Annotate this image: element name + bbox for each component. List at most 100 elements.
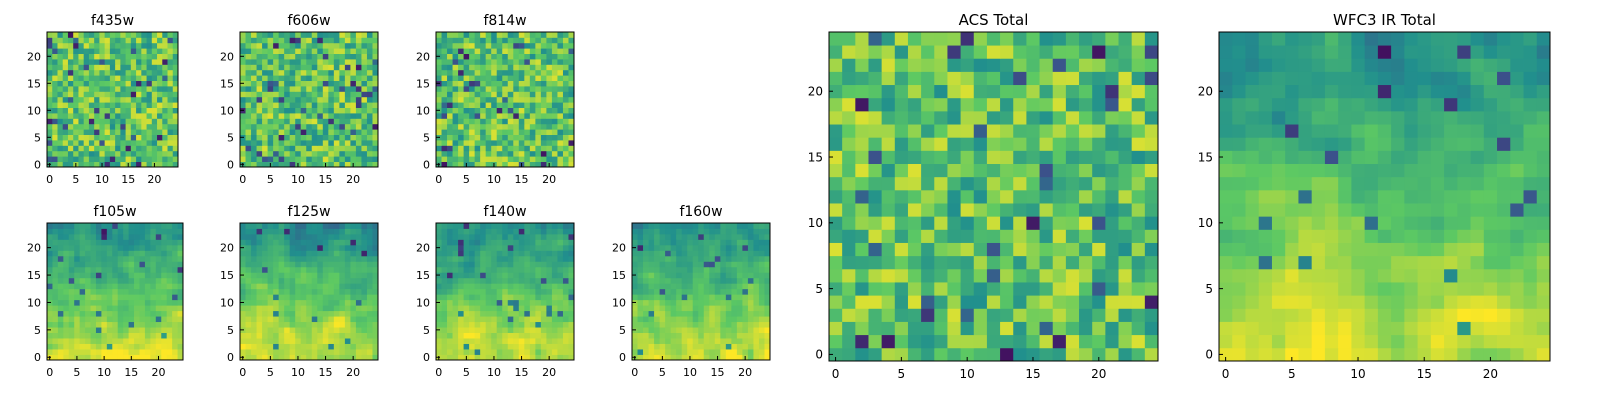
heatmap-cell bbox=[161, 327, 168, 333]
heatmap-cell bbox=[659, 239, 666, 246]
heatmap-cell bbox=[139, 327, 146, 333]
heatmap-cell bbox=[123, 332, 129, 339]
heatmap-cell bbox=[130, 64, 137, 71]
heatmap-cell bbox=[311, 161, 318, 168]
heatmap-cell bbox=[725, 277, 732, 284]
heatmap-cell bbox=[551, 37, 558, 44]
heatmap-cell bbox=[52, 349, 59, 355]
heatmap-cell bbox=[1092, 229, 1106, 243]
heatmap-cell bbox=[725, 244, 732, 251]
heatmap-cell bbox=[535, 134, 542, 141]
heatmap-cell bbox=[452, 42, 459, 49]
heatmap-cell bbox=[150, 305, 157, 312]
heatmap-cell bbox=[474, 134, 481, 141]
heatmap-cell bbox=[372, 32, 379, 38]
heatmap-cell bbox=[518, 261, 525, 268]
heatmap-cell bbox=[720, 305, 727, 312]
heatmap-cell bbox=[284, 64, 291, 71]
heatmap-cell bbox=[507, 277, 514, 284]
heatmap-cell bbox=[289, 250, 296, 257]
heatmap-cell bbox=[361, 91, 368, 98]
heatmap-cell bbox=[1026, 282, 1040, 296]
heatmap-cell bbox=[161, 223, 168, 229]
heatmap-cell bbox=[372, 228, 379, 235]
heatmap-cell bbox=[551, 113, 558, 119]
heatmap-cell bbox=[162, 86, 168, 92]
heatmap-cell bbox=[350, 48, 357, 54]
heatmap-cell bbox=[300, 349, 307, 355]
heatmap-cell bbox=[322, 305, 329, 312]
heatmap-cell bbox=[67, 102, 74, 108]
heatmap-cell bbox=[764, 223, 771, 229]
heatmap-cell bbox=[361, 343, 368, 350]
heatmap-cell bbox=[742, 343, 749, 350]
heatmap-cell bbox=[155, 266, 162, 273]
heatmap-cell bbox=[115, 69, 121, 76]
heatmap-cell bbox=[1144, 347, 1159, 362]
heatmap-cell bbox=[289, 255, 296, 262]
heatmap-cell bbox=[306, 288, 313, 295]
heatmap-cell bbox=[317, 354, 324, 361]
heatmap-cell bbox=[344, 42, 351, 49]
heatmap-cell bbox=[245, 283, 252, 290]
heatmap-cell bbox=[842, 347, 856, 362]
heatmap-cell bbox=[333, 161, 340, 168]
heatmap-cell bbox=[322, 261, 329, 268]
heatmap-cell bbox=[842, 203, 856, 217]
heatmap-cell bbox=[284, 354, 291, 361]
heatmap-cell bbox=[273, 299, 280, 306]
heatmap-cell bbox=[47, 129, 53, 135]
heatmap-cell bbox=[540, 244, 547, 251]
heatmap-cell bbox=[311, 107, 318, 114]
heatmap-cell bbox=[366, 113, 373, 119]
heatmap-cell bbox=[703, 343, 710, 350]
heatmap-cell bbox=[654, 321, 660, 328]
heatmap-cell bbox=[339, 113, 346, 119]
heatmap-cell bbox=[894, 163, 909, 178]
heatmap-cell bbox=[458, 96, 464, 103]
heatmap-cell bbox=[529, 53, 536, 60]
heatmap-cell bbox=[99, 80, 106, 87]
heatmap-cell bbox=[1052, 242, 1067, 257]
heatmap-cell bbox=[441, 53, 448, 60]
heatmap-cell bbox=[842, 242, 856, 257]
heatmap-cell bbox=[306, 129, 313, 135]
heatmap-cell bbox=[95, 327, 102, 333]
heatmap-cell bbox=[698, 233, 705, 240]
heatmap-cell bbox=[57, 150, 64, 157]
heatmap-cell bbox=[546, 233, 553, 240]
heatmap-cell bbox=[317, 140, 324, 146]
heatmap-cell bbox=[90, 261, 97, 268]
heatmap-cell bbox=[134, 299, 140, 306]
heatmap-cell bbox=[687, 316, 694, 323]
heatmap-cell bbox=[115, 150, 121, 157]
heatmap-cell bbox=[372, 321, 379, 328]
heatmap-cell bbox=[986, 295, 1001, 309]
heatmap-cell bbox=[79, 327, 86, 333]
heatmap-cell bbox=[458, 250, 464, 257]
heatmap-cell bbox=[157, 64, 163, 71]
heatmap-cell bbox=[328, 354, 335, 361]
heatmap-cell bbox=[161, 228, 168, 235]
heatmap-cell bbox=[333, 64, 340, 71]
heatmap-cell bbox=[480, 107, 487, 114]
heatmap-cell bbox=[344, 343, 351, 350]
heatmap-cell bbox=[491, 305, 498, 312]
heatmap-cell bbox=[524, 239, 531, 246]
heatmap-cell bbox=[273, 261, 280, 268]
heatmap-cell bbox=[747, 233, 754, 240]
heatmap-cell bbox=[106, 239, 113, 246]
heatmap-cell bbox=[441, 118, 448, 125]
heatmap-cell bbox=[518, 255, 525, 262]
heatmap-cell bbox=[355, 48, 362, 54]
heatmap-cell bbox=[742, 305, 749, 312]
heatmap-cell bbox=[452, 80, 459, 87]
heatmap-cell bbox=[546, 75, 553, 81]
heatmap-cell bbox=[463, 53, 470, 60]
heatmap-cell bbox=[52, 338, 59, 344]
heatmap-cell bbox=[1000, 242, 1014, 257]
heatmap-cell bbox=[317, 37, 324, 44]
heatmap-cell bbox=[99, 96, 106, 103]
heatmap-cell bbox=[502, 305, 509, 312]
heatmap-cell bbox=[366, 107, 373, 114]
